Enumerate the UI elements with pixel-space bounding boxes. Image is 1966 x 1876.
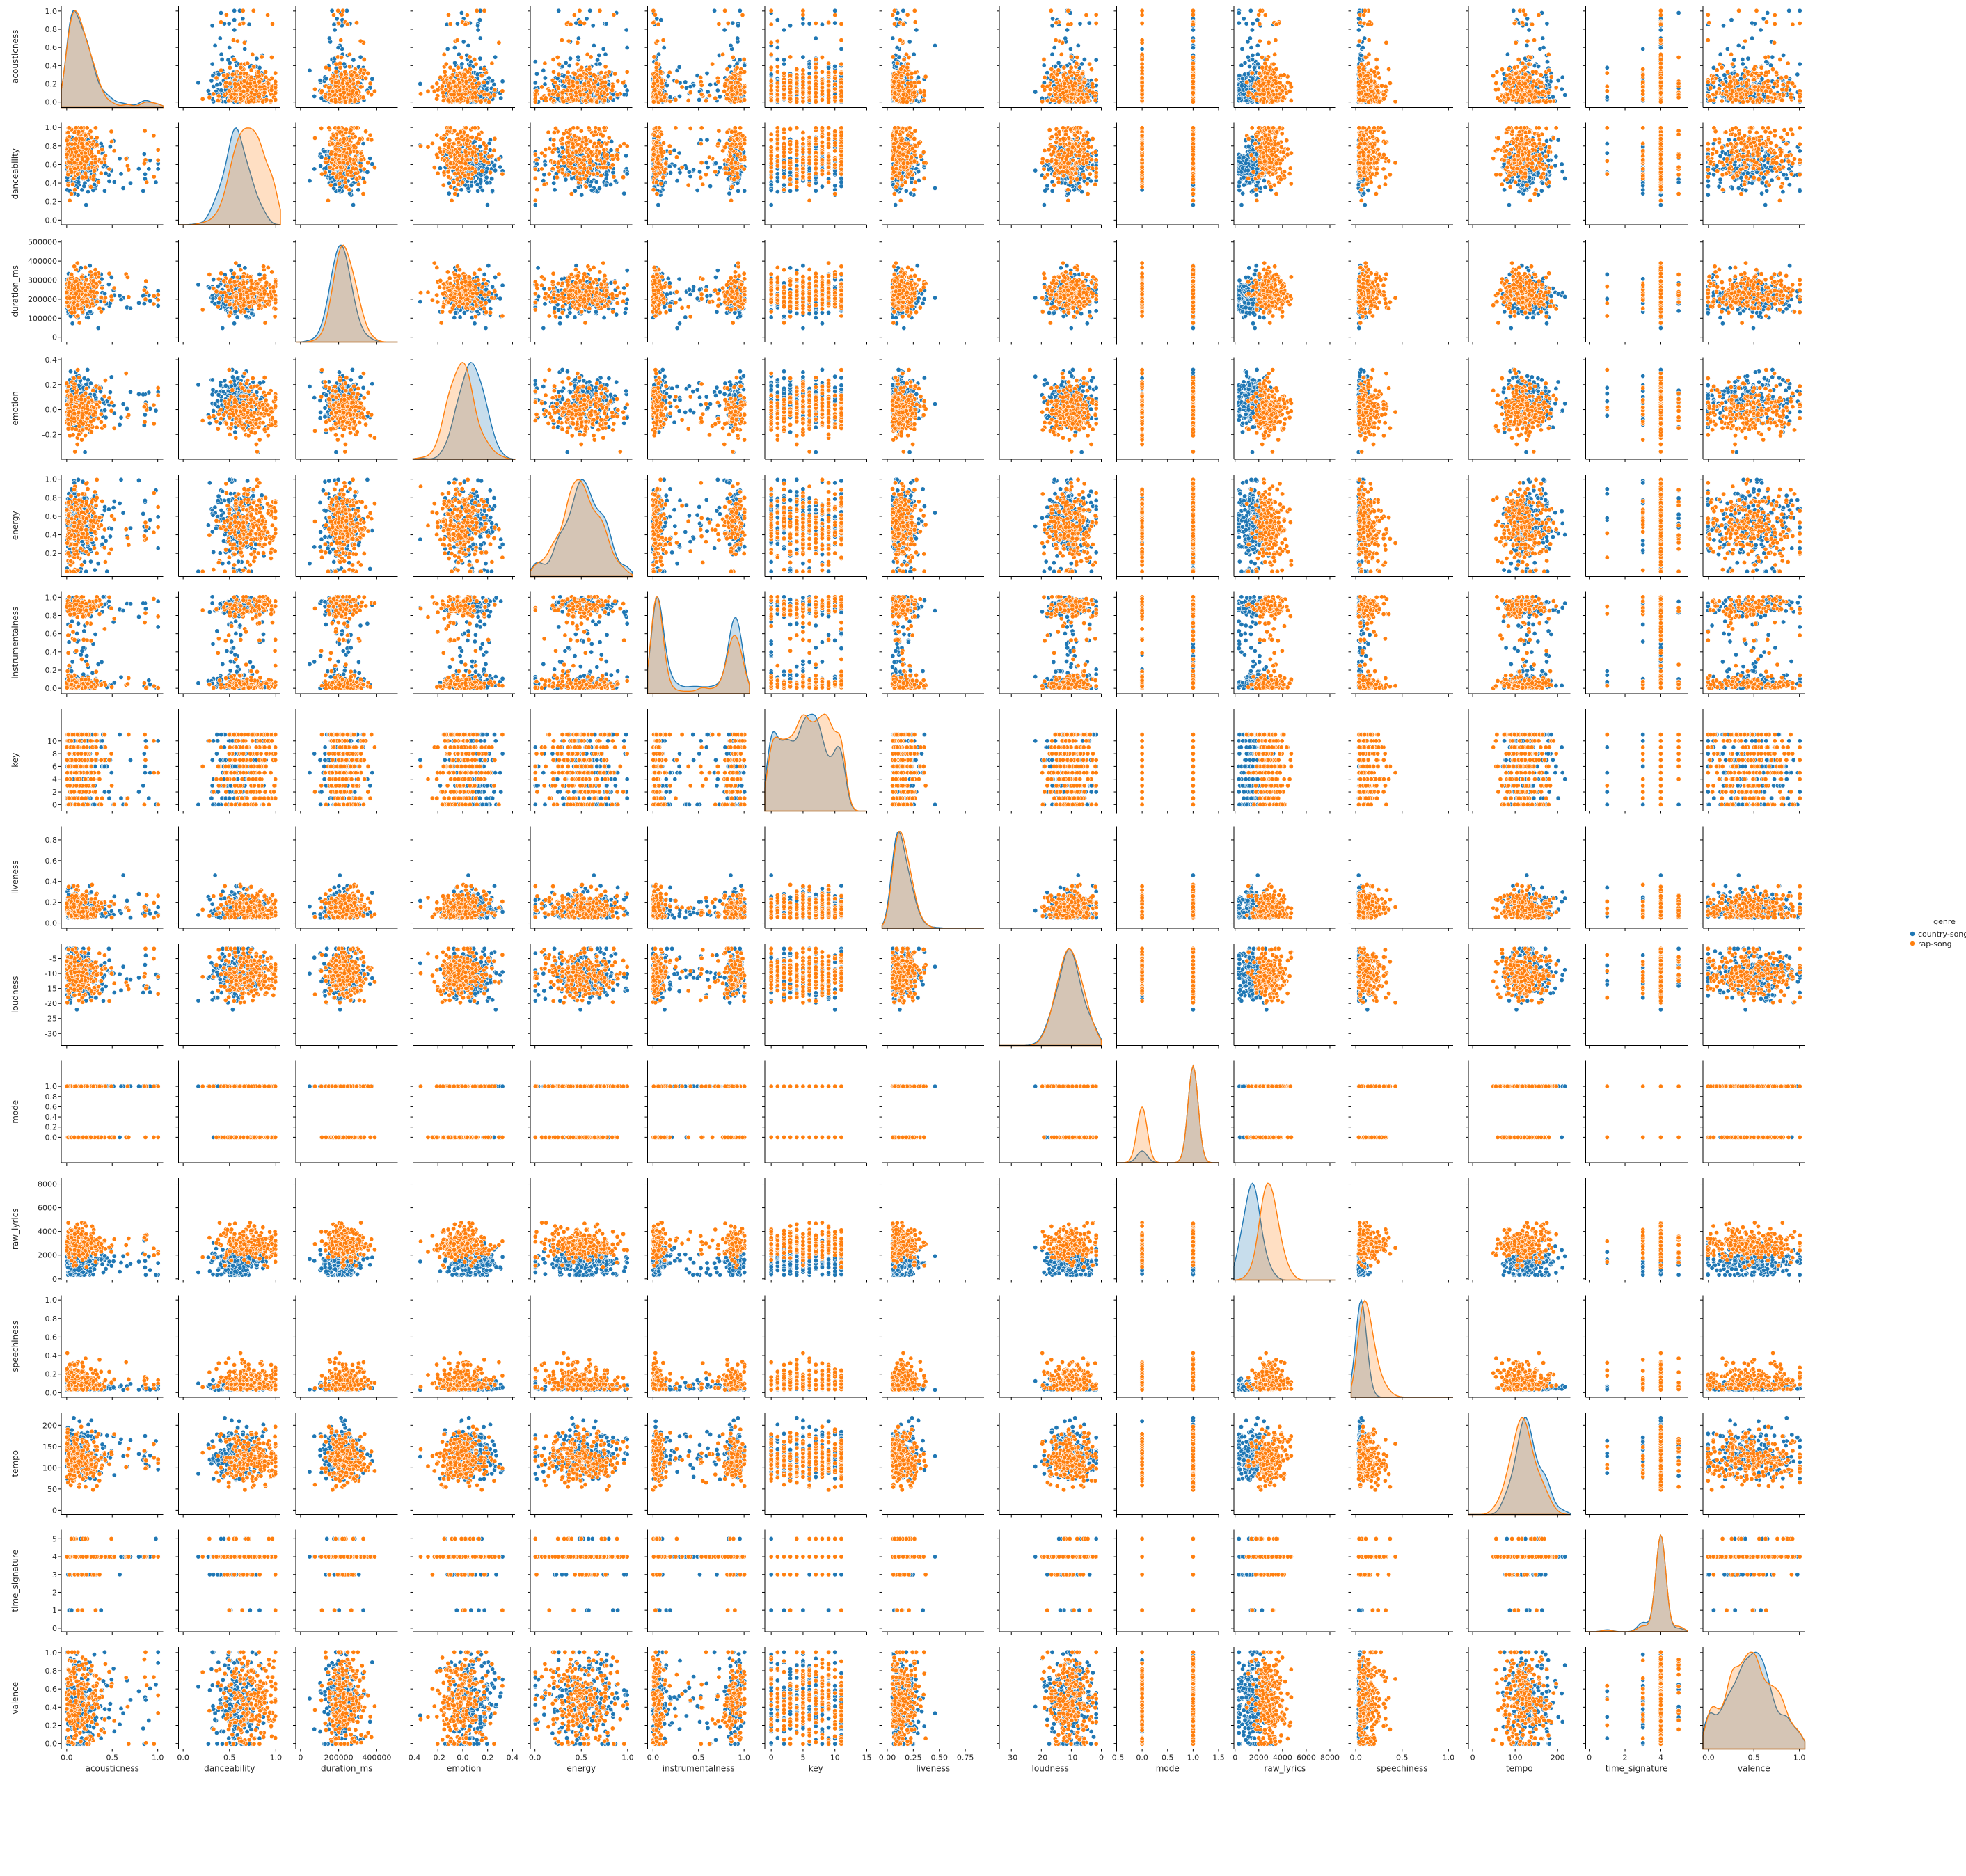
point-rap-song bbox=[260, 55, 264, 59]
point-rap-song bbox=[246, 100, 251, 104]
point-country-songs bbox=[247, 22, 251, 26]
point-rap-song bbox=[235, 39, 239, 43]
point-country-songs bbox=[220, 57, 224, 61]
point-rap-song bbox=[232, 92, 237, 96]
panel-acousticness-vs-danceability bbox=[176, 6, 281, 111]
point-rap-song bbox=[257, 79, 262, 84]
point-country-songs bbox=[210, 24, 214, 28]
point-rap-song bbox=[262, 90, 267, 95]
point-rap-song bbox=[246, 88, 250, 93]
point-country-songs bbox=[219, 52, 223, 56]
point-country-songs bbox=[219, 10, 223, 15]
point-country-songs bbox=[218, 36, 222, 40]
point-rap-song bbox=[232, 57, 236, 61]
y-axis-label: acousticness bbox=[10, 30, 20, 84]
point-rap-song bbox=[264, 97, 269, 102]
point-rap-song bbox=[251, 8, 255, 13]
point-rap-song bbox=[241, 89, 246, 93]
point-rap-song bbox=[212, 92, 216, 96]
point-rap-song bbox=[216, 94, 221, 98]
point-rap-song bbox=[274, 79, 278, 84]
kde-rap-song-acousticness bbox=[61, 10, 164, 107]
point-country-songs bbox=[228, 45, 232, 49]
point-rap-song bbox=[257, 95, 261, 99]
y-tick-label: 0.8 bbox=[45, 25, 58, 34]
point-rap-song bbox=[249, 75, 253, 79]
point-country-songs bbox=[232, 8, 237, 13]
panel-acousticness-vs-duration_ms bbox=[293, 6, 398, 111]
point-rap-song bbox=[232, 81, 237, 86]
point-rap-song bbox=[274, 90, 278, 95]
point-rap-song bbox=[224, 81, 228, 85]
panel-acousticness-vs-acousticness: 0.0 0.2 0.4 0.6 0.8 1.0 acousticness bbox=[10, 6, 164, 111]
point-rap-song bbox=[239, 71, 243, 75]
point-rap-song bbox=[274, 97, 278, 102]
point-rap-song bbox=[252, 80, 256, 84]
point-rap-song bbox=[269, 88, 274, 92]
point-rap-song bbox=[266, 81, 270, 86]
point-rap-song bbox=[270, 22, 274, 26]
point-rap-song bbox=[231, 38, 235, 42]
y-tick-label: 0.2 bbox=[45, 79, 58, 88]
point-country-songs bbox=[227, 22, 231, 26]
point-country-songs bbox=[196, 81, 200, 85]
point-country-songs bbox=[243, 47, 247, 51]
point-rap-song bbox=[265, 13, 269, 17]
point-rap-song bbox=[214, 76, 219, 80]
point-country-songs bbox=[228, 61, 232, 65]
point-rap-song bbox=[239, 97, 243, 101]
point-rap-song bbox=[264, 75, 268, 79]
point-rap-song bbox=[242, 40, 246, 45]
point-country-songs bbox=[232, 28, 237, 32]
point-country-songs bbox=[213, 43, 217, 47]
point-rap-song bbox=[241, 8, 245, 13]
point-rap-song bbox=[207, 95, 212, 100]
y-tick-label: 1.0 bbox=[45, 7, 58, 16]
point-rap-song bbox=[228, 65, 232, 70]
point-rap-song bbox=[228, 81, 232, 86]
point-rap-song bbox=[274, 86, 278, 90]
y-tick-label: 0.6 bbox=[45, 43, 58, 52]
y-tick-label: 0.0 bbox=[45, 98, 58, 107]
point-rap-song bbox=[263, 70, 267, 74]
point-country-songs bbox=[232, 18, 237, 22]
point-rap-song bbox=[238, 22, 242, 26]
point-rap-song bbox=[227, 89, 231, 93]
y-tick-label: 0.4 bbox=[45, 61, 58, 70]
point-country-songs bbox=[255, 56, 259, 61]
point-rap-song bbox=[216, 98, 220, 102]
point-rap-song bbox=[239, 65, 243, 70]
point-rap-song bbox=[242, 79, 246, 83]
point-rap-song bbox=[219, 68, 223, 72]
point-rap-song bbox=[256, 70, 260, 74]
point-rap-song bbox=[252, 65, 256, 69]
point-rap-song bbox=[246, 61, 250, 65]
point-country-songs bbox=[209, 79, 214, 83]
point-rap-song bbox=[251, 52, 255, 56]
point-rap-song bbox=[248, 81, 252, 86]
point-rap-song bbox=[230, 72, 235, 77]
point-country-songs bbox=[210, 62, 214, 66]
point-rap-song bbox=[219, 20, 223, 24]
point-country-songs bbox=[215, 83, 219, 87]
point-country-songs bbox=[241, 17, 245, 21]
point-rap-song bbox=[224, 13, 228, 17]
point-rap-song bbox=[222, 73, 226, 77]
point-rap-song bbox=[269, 55, 274, 59]
point-rap-song bbox=[200, 97, 205, 101]
point-rap-song bbox=[274, 71, 278, 75]
point-rap-song bbox=[253, 93, 257, 97]
